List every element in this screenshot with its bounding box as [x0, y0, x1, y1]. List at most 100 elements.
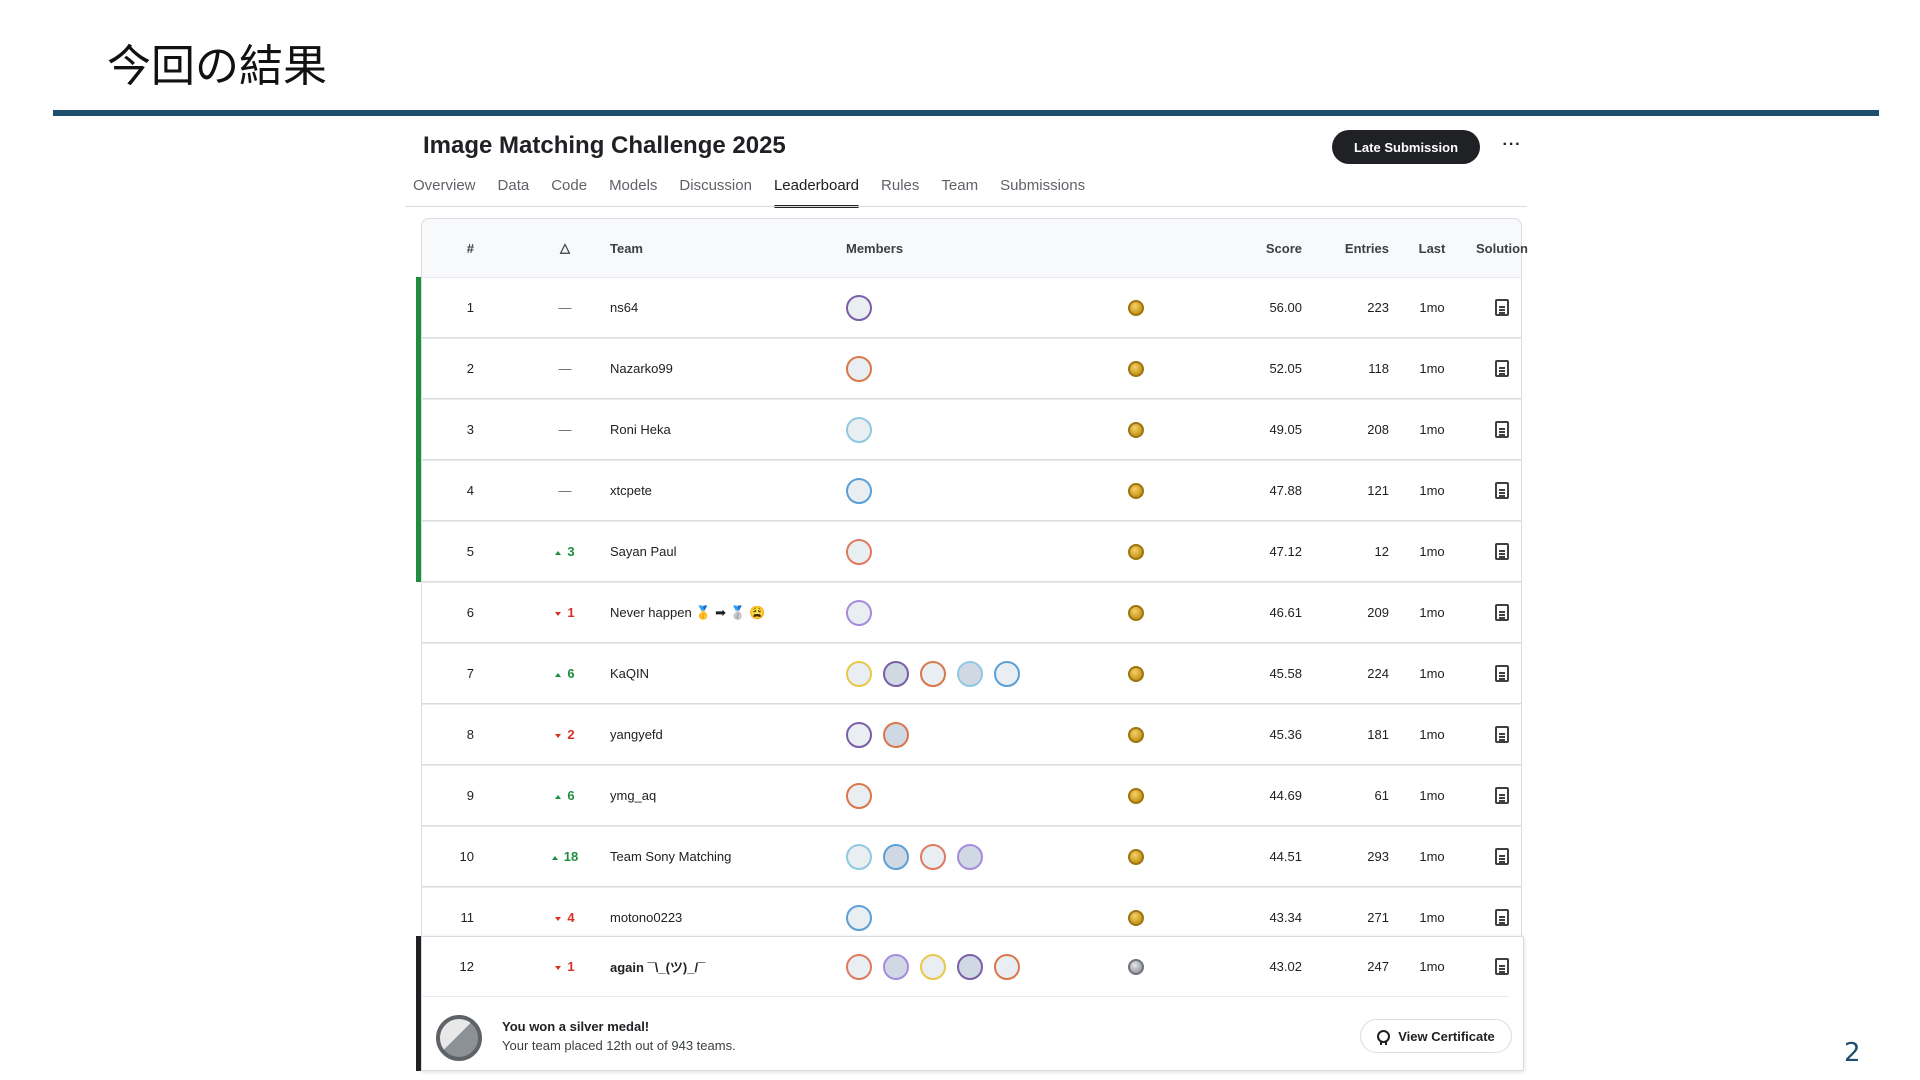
team-name[interactable]: again ¯\_(ツ)_/¯ — [610, 960, 706, 975]
rank-cell: 10 — [459, 849, 474, 864]
rank-change: 1 — [540, 583, 590, 642]
member-avatar[interactable] — [920, 953, 946, 980]
solution-cell — [1467, 827, 1537, 886]
member-avatar[interactable] — [883, 660, 909, 687]
team-name[interactable]: ns64 — [610, 300, 639, 315]
tab-models[interactable]: Models — [609, 177, 658, 194]
view-certificate-label: View Certificate — [1398, 1028, 1495, 1044]
table-row[interactable]: 3 — Roni Heka 49.05 208 1mo — [416, 399, 1522, 460]
rank-change: 2 — [540, 705, 590, 764]
table-row[interactable]: 8 2 yangyefd 45.36 181 1mo — [421, 704, 1522, 765]
tab-overview[interactable]: Overview — [413, 177, 476, 194]
member-avatar[interactable] — [846, 294, 872, 321]
table-row[interactable]: 10 18 Team Sony Matching 44.51 293 1mo — [421, 826, 1522, 887]
slide-title: 今回の結果 — [107, 41, 327, 92]
entries: 118 — [1368, 361, 1389, 376]
solution-document-icon[interactable] — [1495, 726, 1509, 743]
solution-document-icon[interactable] — [1495, 848, 1509, 865]
more-options-icon[interactable]: ··· — [1502, 136, 1522, 153]
solution-document-icon[interactable] — [1495, 909, 1509, 926]
header-score[interactable]: Score — [1265, 240, 1302, 256]
team-name[interactable]: KaQIN — [610, 666, 650, 681]
team-name[interactable]: xtcpete — [610, 483, 652, 498]
table-row[interactable]: 6 1 Never happen 🥇 ➡ 🥈 😩 46.61 209 1mo — [421, 582, 1522, 643]
tab-leaderboard[interactable]: Leaderboard — [773, 176, 860, 208]
member-avatar[interactable] — [994, 953, 1020, 980]
solution-document-icon[interactable] — [1495, 421, 1509, 438]
member-avatar[interactable] — [846, 416, 872, 443]
medal-cell — [1106, 278, 1166, 337]
header-delta[interactable]: △ — [560, 240, 570, 255]
member-avatar[interactable] — [957, 843, 983, 870]
team-name[interactable]: Never happen 🥇 ➡ 🥈 😩 — [610, 604, 766, 620]
rank-change-value: 18 — [552, 849, 578, 864]
header-entries[interactable]: Entries — [1344, 240, 1389, 256]
last-submission: 1mo — [1419, 849, 1445, 864]
tab-rules[interactable]: Rules — [881, 177, 920, 194]
view-certificate-button[interactable]: View Certificate — [1360, 1019, 1512, 1053]
table-row[interactable]: 2 — Nazarko99 52.05 118 1mo — [416, 338, 1522, 399]
table-row[interactable]: 1 — ns64 56.00 223 1mo — [416, 277, 1522, 338]
header-rank[interactable]: # — [466, 240, 474, 256]
entries: 293 — [1367, 849, 1389, 864]
member-avatar[interactable] — [846, 904, 872, 931]
member-avatar[interactable] — [920, 843, 946, 870]
table-row[interactable]: 5 3 Sayan Paul 47.12 12 1mo — [416, 521, 1522, 582]
member-avatar[interactable] — [883, 843, 909, 870]
team-name[interactable]: Team Sony Matching — [610, 849, 732, 864]
rank-change-value: 2 — [555, 727, 574, 742]
rank-change: 6 — [540, 644, 590, 703]
member-avatar[interactable] — [846, 843, 872, 870]
entries: 121 — [1367, 483, 1389, 498]
tab-discussion[interactable]: Discussion — [679, 177, 752, 194]
member-avatar[interactable] — [883, 953, 909, 980]
solution-document-icon[interactable] — [1495, 787, 1509, 804]
solution-cell — [1467, 522, 1537, 581]
last-submission: 1mo — [1419, 727, 1445, 742]
member-avatar[interactable] — [957, 660, 983, 687]
member-avatar[interactable] — [846, 355, 872, 382]
solution-cell — [1467, 937, 1537, 996]
team-name[interactable]: Nazarko99 — [610, 361, 673, 376]
team-name[interactable]: Roni Heka — [610, 422, 671, 437]
solution-document-icon[interactable] — [1495, 543, 1509, 560]
entries: 208 — [1367, 422, 1389, 437]
tab-submissions[interactable]: Submissions — [1000, 177, 1086, 194]
medal-cell — [1106, 461, 1166, 520]
my-team-row[interactable]: 12 1 again ¯\_(ツ)_/¯ 43.02 247 1mo — [422, 937, 1509, 997]
member-avatar[interactable] — [846, 721, 872, 748]
tab-data[interactable]: Data — [497, 177, 530, 194]
member-avatar[interactable] — [846, 782, 872, 809]
team-name[interactable]: ymg_aq — [610, 788, 657, 803]
table-row[interactable]: 9 6 ymg_aq 44.69 61 1mo — [421, 765, 1522, 826]
team-name[interactable]: Sayan Paul — [610, 544, 677, 559]
member-avatar[interactable] — [846, 599, 872, 626]
tab-team[interactable]: Team — [941, 177, 979, 194]
header-last[interactable]: Last — [1418, 240, 1446, 256]
member-avatar[interactable] — [994, 660, 1020, 687]
member-avatar[interactable] — [846, 538, 872, 565]
late-submission-button[interactable]: Late Submission — [1332, 130, 1480, 164]
solution-document-icon[interactable] — [1495, 299, 1509, 316]
member-avatar[interactable] — [883, 721, 909, 748]
gold-medal-icon — [1128, 848, 1144, 865]
solution-document-icon[interactable] — [1495, 482, 1509, 499]
table-row[interactable]: 4 — xtcpete 47.88 121 1mo — [416, 460, 1522, 521]
member-avatar[interactable] — [920, 660, 946, 687]
tab-code[interactable]: Code — [551, 177, 588, 194]
solution-document-icon[interactable] — [1495, 958, 1509, 975]
solution-document-icon[interactable] — [1495, 665, 1509, 682]
team-name[interactable]: yangyefd — [610, 727, 663, 742]
solution-document-icon[interactable] — [1495, 604, 1509, 621]
member-avatar[interactable] — [846, 477, 872, 504]
header-team[interactable]: Team — [610, 240, 643, 256]
solution-document-icon[interactable] — [1495, 360, 1509, 377]
team-name[interactable]: motono0223 — [610, 910, 683, 925]
leaderboard-rows: 1— ns64 56.00 223 1mo 2— Nazarko99 52.05 118 1mo 3… — [416, 277, 1522, 948]
member-avatar[interactable] — [957, 953, 983, 980]
solution-cell — [1467, 583, 1537, 642]
competition-tabs: Overview Data Code Models Discussion Leaderbo… — [413, 176, 1107, 208]
member-avatar[interactable] — [846, 953, 872, 980]
table-row[interactable]: 7 6 KaQIN 45.58 224 1mo — [421, 643, 1522, 704]
member-avatar[interactable] — [846, 660, 872, 687]
